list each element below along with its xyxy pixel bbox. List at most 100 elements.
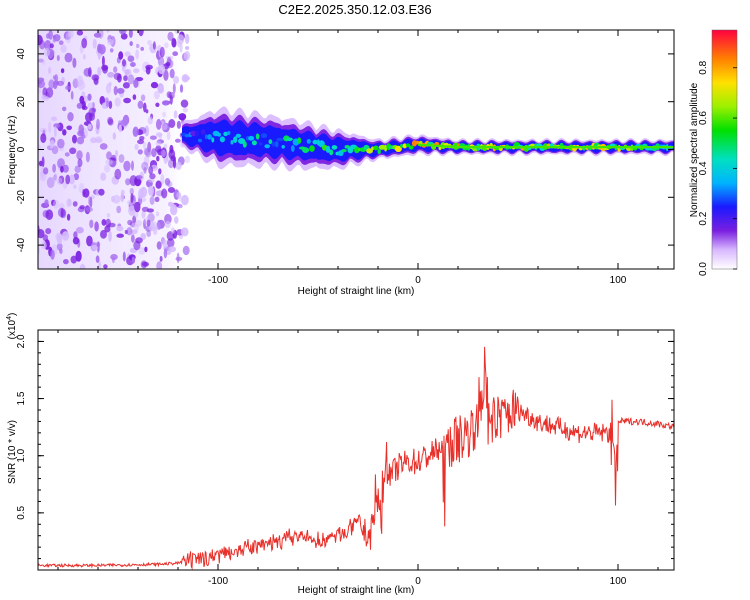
noise-blob xyxy=(172,51,179,57)
noise-blob xyxy=(184,76,191,81)
noise-blob xyxy=(144,246,148,253)
signal-blob xyxy=(264,144,271,149)
noise-blob xyxy=(100,172,107,181)
signal-blob xyxy=(233,136,238,143)
noise-blob xyxy=(116,225,124,232)
noise-blob xyxy=(116,205,122,214)
noise-blob xyxy=(87,93,92,102)
noise-blob xyxy=(101,64,109,71)
noise-blob xyxy=(45,209,54,220)
snr-scale-prefix: (x10 xyxy=(7,319,18,339)
signal-band xyxy=(180,106,674,172)
noise-blob xyxy=(146,229,151,237)
signal-blob xyxy=(302,147,310,154)
noise-blob xyxy=(161,100,170,106)
noise-blob xyxy=(39,40,46,50)
noise-blob xyxy=(111,257,115,264)
colorbar-ticks: 0.0 0.2 0.4 0.6 0.8 xyxy=(698,60,737,276)
noise-blob xyxy=(73,184,77,189)
noise-blob xyxy=(88,107,96,118)
signal-blob xyxy=(259,142,263,146)
signal-ridge xyxy=(417,143,674,149)
noise-blob xyxy=(56,242,63,251)
noise-blobs xyxy=(38,30,191,269)
signal-blob xyxy=(341,149,347,153)
colorbar-gradient xyxy=(711,29,738,270)
spec-ytick-label: 20 xyxy=(16,96,27,108)
signal-blob xyxy=(217,132,221,137)
noise-blob xyxy=(124,229,128,235)
noise-blob xyxy=(163,69,169,81)
noise-blob xyxy=(58,175,65,184)
noise-blob xyxy=(132,94,137,100)
signal-blob xyxy=(325,145,331,153)
noise-blob xyxy=(72,236,80,245)
noise-blob xyxy=(142,261,149,267)
noise-blob xyxy=(131,256,136,264)
noise-blob xyxy=(169,68,175,79)
noise-blob xyxy=(107,38,114,46)
noise-blob xyxy=(41,94,47,100)
noise-blob xyxy=(123,97,131,104)
noise-blob xyxy=(180,99,189,108)
noise-blob xyxy=(96,241,101,247)
noise-blob xyxy=(103,264,108,269)
noise-blob xyxy=(128,30,133,38)
signal-blob xyxy=(207,134,212,140)
noise-blob xyxy=(156,118,162,130)
noise-blob xyxy=(172,83,176,94)
signal-blob xyxy=(312,139,318,145)
noise-blob xyxy=(100,229,107,239)
noise-blob xyxy=(170,204,178,216)
noise-blob xyxy=(162,111,166,118)
noise-blob xyxy=(183,50,191,61)
noise-blob xyxy=(108,100,113,110)
noise-blob xyxy=(87,123,92,130)
signal-blob xyxy=(235,133,242,138)
noise-blob xyxy=(151,221,158,231)
noise-blob xyxy=(104,225,111,233)
noise-blob xyxy=(72,201,78,207)
noise-blob xyxy=(110,254,118,260)
noise-blob xyxy=(142,141,147,150)
noise-blob xyxy=(130,193,134,203)
noise-blob xyxy=(155,132,163,137)
noise-blob xyxy=(149,173,156,180)
noise-blob xyxy=(116,87,125,94)
noise-blob xyxy=(38,229,45,239)
noise-blob xyxy=(68,31,72,38)
snr-panel: -100 0 100 0.5 1.0 1.5 2.0 Height of straight … xyxy=(6,313,675,596)
noise-blob xyxy=(91,244,98,251)
noise-blob xyxy=(161,188,168,199)
noise-blob xyxy=(85,207,93,212)
noise-blob xyxy=(181,194,189,206)
noise-blob xyxy=(73,231,78,239)
noise-blob xyxy=(161,149,166,158)
colorbar-tick-label: 0.2 xyxy=(698,211,709,225)
signal-blob xyxy=(405,143,411,148)
noise-blob xyxy=(95,138,103,144)
noise-blob xyxy=(123,160,131,172)
noise-blob xyxy=(75,250,82,262)
noise-blob xyxy=(64,52,73,63)
noise-blob xyxy=(185,33,190,45)
noise-blob xyxy=(165,61,171,67)
signal-blob xyxy=(306,139,311,144)
noise-blob xyxy=(49,139,55,149)
noise-blob xyxy=(60,165,64,173)
signal-blob xyxy=(219,136,225,143)
noise-blob xyxy=(143,167,147,174)
noise-blob xyxy=(67,112,74,122)
colorbar: 0.0 0.2 0.4 0.6 0.8 Normalized spectral ampl… xyxy=(689,29,738,276)
spectrogram-panel: -100 0 100 40 20 0 -20 -40 Height of straight l… xyxy=(7,29,675,297)
noise-blob xyxy=(159,255,163,262)
noise-blob xyxy=(158,168,162,175)
noise-blob xyxy=(108,231,112,242)
noise-blob xyxy=(130,62,136,67)
noise-blob xyxy=(141,161,149,171)
svg-text:(x104): (x104) xyxy=(6,313,18,340)
signal-blob xyxy=(408,145,414,150)
noise-blob xyxy=(51,116,58,122)
noise-blob xyxy=(76,136,85,145)
noise-blob xyxy=(184,155,190,164)
